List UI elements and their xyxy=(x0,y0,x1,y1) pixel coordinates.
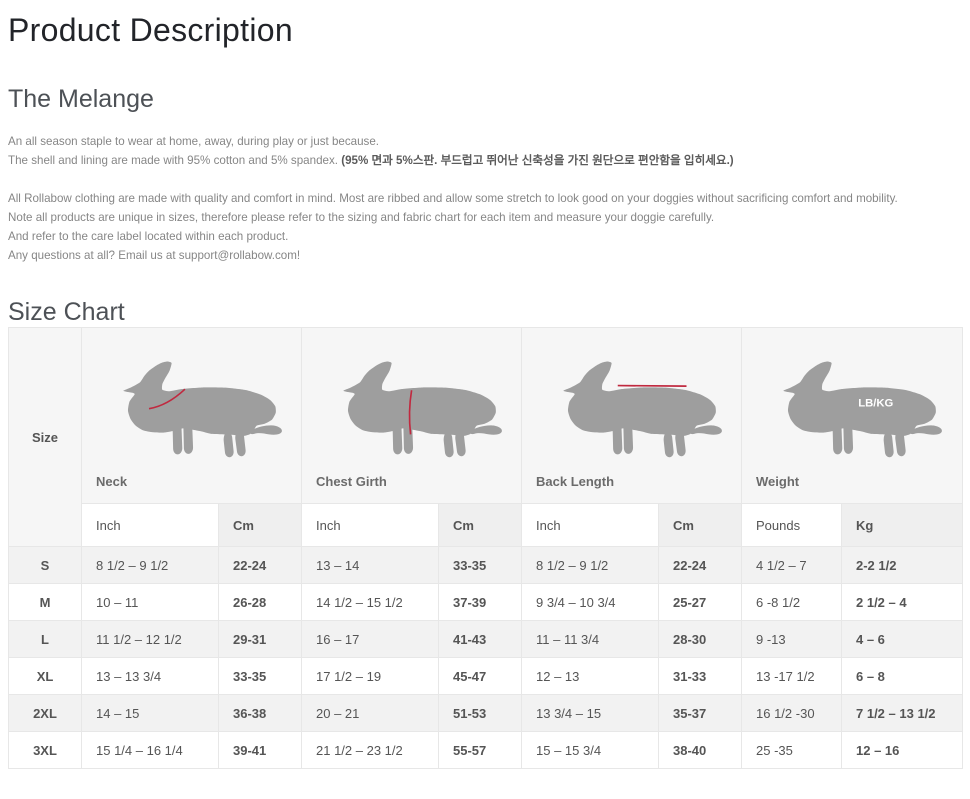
svg-text:LB/KG: LB/KG xyxy=(858,398,893,410)
